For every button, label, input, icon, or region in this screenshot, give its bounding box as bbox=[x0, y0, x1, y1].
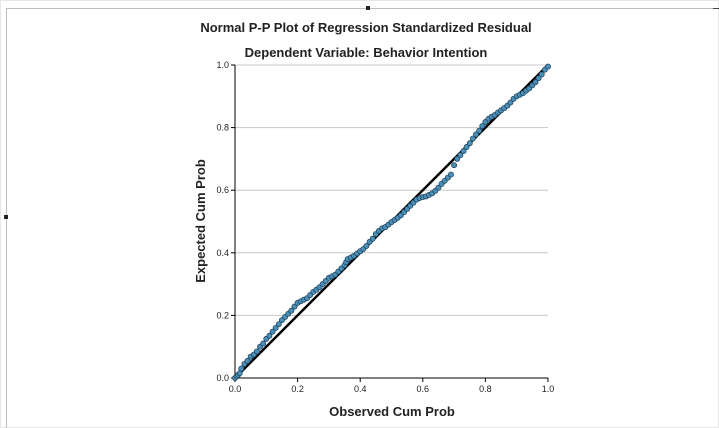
gridlines bbox=[235, 64, 548, 316]
y-tick-label: 0.4 bbox=[216, 248, 229, 258]
resize-handle-left[interactable] bbox=[4, 215, 8, 219]
data-point bbox=[288, 307, 295, 314]
y-tick-label: 0.6 bbox=[216, 185, 229, 195]
frame-corner-mark bbox=[713, 8, 719, 9]
data-point bbox=[463, 144, 470, 150]
data-point bbox=[466, 140, 473, 147]
data-point bbox=[454, 155, 461, 162]
x-tick-label: 0.2 bbox=[291, 384, 304, 394]
data-point bbox=[269, 328, 276, 335]
data-point bbox=[363, 242, 370, 249]
data-point bbox=[260, 340, 267, 347]
data-point bbox=[369, 235, 376, 242]
data-point bbox=[244, 357, 251, 364]
data-point bbox=[460, 148, 467, 155]
y-tick-label: 0.0 bbox=[216, 373, 229, 383]
data-point bbox=[532, 79, 539, 86]
frame-top-border bbox=[6, 8, 719, 9]
data-point bbox=[457, 152, 464, 159]
chart-subtitle: Dependent Variable: Behavior Intention bbox=[245, 45, 488, 60]
data-point bbox=[253, 348, 260, 355]
data-point bbox=[538, 71, 545, 78]
x-tick-label: 0.0 bbox=[229, 384, 242, 394]
data-point bbox=[238, 365, 245, 372]
data-point bbox=[275, 321, 282, 328]
y-tick-label: 0.2 bbox=[216, 310, 229, 320]
data-point bbox=[451, 162, 458, 169]
y-tick-label: 1.0 bbox=[216, 60, 229, 70]
x-tick-label: 1.0 bbox=[542, 384, 555, 394]
data-point bbox=[291, 303, 298, 310]
resize-handle-top[interactable] bbox=[366, 6, 370, 10]
data-point bbox=[476, 127, 483, 134]
data-point bbox=[266, 332, 273, 339]
data-point bbox=[435, 184, 442, 191]
data-point bbox=[479, 123, 486, 129]
y-axis-title: Expected Cum Prob bbox=[193, 159, 208, 283]
x-axis-title: Observed Cum Prob bbox=[329, 404, 455, 419]
data-point bbox=[272, 324, 279, 331]
data-point bbox=[507, 99, 514, 106]
y-tick-label: 0.8 bbox=[216, 123, 229, 133]
chart-title: Normal P-P Plot of Regression Standardiz… bbox=[200, 20, 531, 35]
data-point bbox=[535, 75, 542, 82]
data-point bbox=[469, 135, 476, 142]
data-point bbox=[448, 171, 454, 178]
data-point bbox=[545, 63, 551, 70]
x-tick-label: 0.4 bbox=[354, 384, 367, 394]
x-tick-label: 0.6 bbox=[417, 384, 430, 394]
data-points bbox=[232, 63, 551, 381]
x-tick-label: 0.8 bbox=[479, 384, 492, 394]
tick-labels: 0.0 0.2 0.4 0.6 0.8 1.0 0.0 0.2 0.4 0.6 0.8 1.0 bbox=[216, 60, 554, 394]
data-point bbox=[473, 131, 479, 138]
